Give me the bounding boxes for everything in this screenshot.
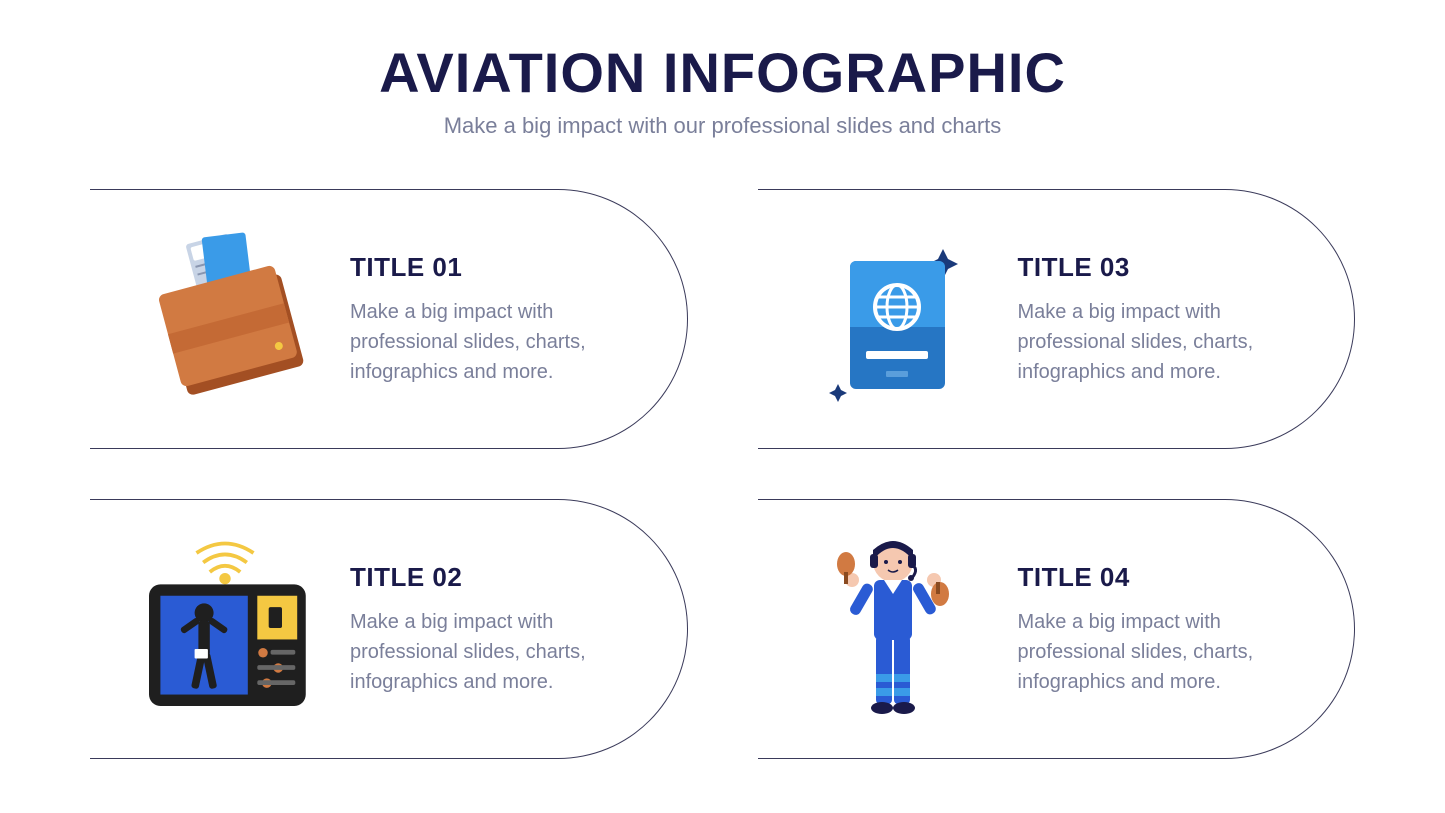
passport-icon <box>798 219 988 419</box>
card-title: TITLE 02 <box>350 562 630 593</box>
page-title: AVIATION INFOGRAPHIC <box>0 40 1445 105</box>
card-01: TITLE 01 Make a big impact with professi… <box>90 189 688 449</box>
card-text: TITLE 03 Make a big impact with professi… <box>988 252 1298 387</box>
header: AVIATION INFOGRAPHIC Make a big impact w… <box>0 0 1445 139</box>
ground-marshal-icon <box>798 529 988 729</box>
security-scanner-icon <box>130 529 320 729</box>
card-03: TITLE 03 Make a big impact with professi… <box>758 189 1356 449</box>
card-text: TITLE 01 Make a big impact with professi… <box>320 252 630 387</box>
card-title: TITLE 01 <box>350 252 630 283</box>
card-title: TITLE 03 <box>1018 252 1298 283</box>
card-04: TITLE 04 Make a big impact with professi… <box>758 499 1356 759</box>
card-title: TITLE 04 <box>1018 562 1298 593</box>
card-text: TITLE 04 Make a big impact with professi… <box>988 562 1298 697</box>
card-text: TITLE 02 Make a big impact with professi… <box>320 562 630 697</box>
card-body: Make a big impact with professional slid… <box>1018 607 1298 697</box>
card-body: Make a big impact with professional slid… <box>350 297 630 387</box>
card-body: Make a big impact with professional slid… <box>1018 297 1298 387</box>
card-02: TITLE 02 Make a big impact with professi… <box>90 499 688 759</box>
page-subtitle: Make a big impact with our professional … <box>0 113 1445 139</box>
card-body: Make a big impact with professional slid… <box>350 607 630 697</box>
cards-grid: TITLE 01 Make a big impact with professi… <box>0 139 1445 759</box>
wallet-tickets-icon <box>130 219 320 419</box>
